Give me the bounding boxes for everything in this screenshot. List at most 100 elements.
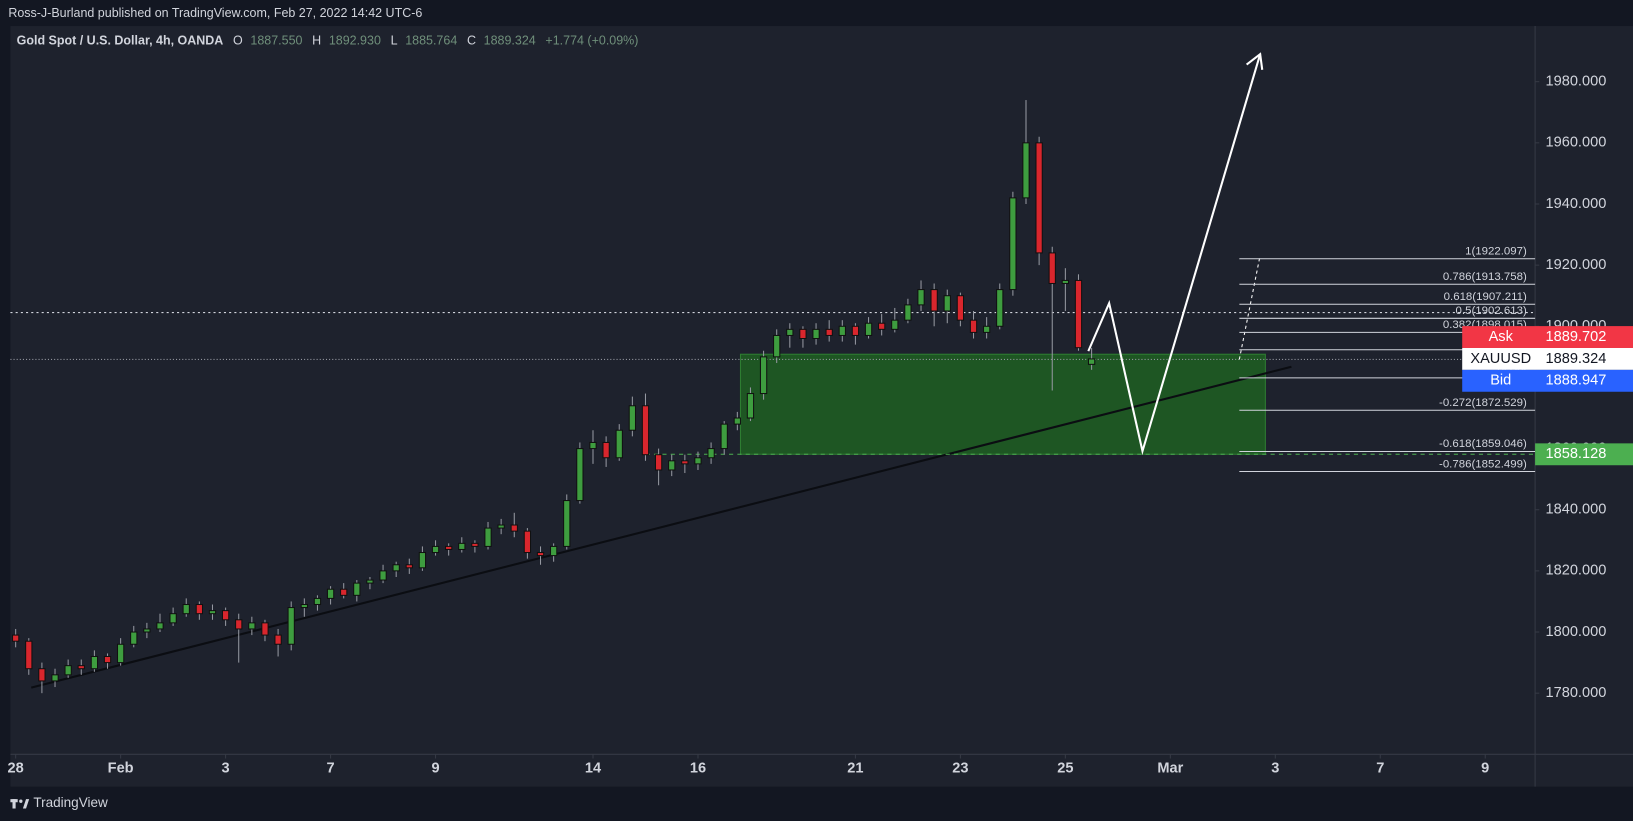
x-tick-label: 3 <box>222 761 230 777</box>
candle-body <box>379 570 387 581</box>
candle-body <box>878 322 886 330</box>
candle-body <box>1074 279 1083 349</box>
candle-body <box>917 289 925 306</box>
candle-body <box>1035 142 1043 254</box>
candle-body <box>326 588 335 599</box>
candle-body <box>418 552 427 569</box>
ask-box <box>1462 326 1633 348</box>
candle-body <box>759 356 768 395</box>
x-tick-label: Mar <box>1157 761 1183 777</box>
candle-body <box>208 610 217 615</box>
fib-label: 0.618(1907.211) <box>1444 291 1527 303</box>
footer-brand: TradingView <box>33 795 108 810</box>
candle-body <box>720 423 728 450</box>
candle-body <box>996 289 1004 327</box>
candle-body <box>25 640 33 670</box>
l-value: 1885.764 <box>405 34 457 48</box>
candle-body <box>353 582 361 596</box>
y-tick-label: 1780.000 <box>1546 685 1607 701</box>
candle-body <box>235 619 243 630</box>
candle-body <box>445 545 453 550</box>
candle-body <box>1061 279 1070 285</box>
fib-label: 1(1922.097) <box>1465 245 1527 257</box>
candle-body <box>956 295 965 321</box>
logo-dot <box>19 799 23 803</box>
x-tick-label: 3 <box>1271 761 1279 777</box>
symbol-label: XAUUSD <box>1470 351 1531 367</box>
candle-body <box>1087 358 1096 365</box>
x-tick-label: 9 <box>1481 761 1489 777</box>
candle-body <box>904 304 912 321</box>
logo-stem <box>12 799 16 809</box>
candle-body <box>549 545 558 557</box>
candle-body <box>864 322 873 336</box>
symbol-box <box>1462 347 1633 370</box>
candle-body <box>64 665 72 676</box>
candle-body <box>130 631 138 645</box>
candle-body <box>786 328 794 336</box>
candle-body <box>773 334 781 358</box>
c-value: 1889.324 <box>484 34 536 48</box>
demand-zone <box>739 353 1266 455</box>
candle-body <box>195 603 204 615</box>
candle-body <box>248 622 256 630</box>
x-tick-label: 14 <box>585 761 602 777</box>
l-label: L <box>391 34 398 48</box>
o-value: 1887.550 <box>250 34 302 48</box>
symbol-title: Gold Spot / U.S. Dollar, 4h, OANDA <box>17 34 224 48</box>
candle-body <box>943 295 951 312</box>
y-tick-label: 1920.000 <box>1546 257 1607 273</box>
candle-body <box>12 634 20 642</box>
level-price: 1858.128 <box>1546 446 1607 462</box>
candle-body <box>340 588 348 596</box>
x-tick-label: 7 <box>327 761 335 777</box>
candle-body <box>274 634 282 645</box>
candle-body <box>143 628 151 633</box>
candle-body <box>523 530 532 554</box>
ask-label: Ask <box>1489 329 1514 345</box>
x-tick-label: 21 <box>847 761 863 777</box>
candle-body <box>156 622 164 630</box>
fib-label: 0.5(1902.613) <box>1456 305 1527 317</box>
candle-body <box>628 405 637 431</box>
candle-body <box>1009 197 1017 291</box>
candle-body <box>103 655 112 664</box>
x-tick-label: 23 <box>952 761 968 777</box>
candle-body <box>38 668 46 682</box>
candle-body <box>366 579 374 584</box>
candle-body <box>851 325 860 336</box>
y-tick-label: 1980.000 <box>1546 74 1607 90</box>
candle-body <box>641 405 650 456</box>
candle-body <box>838 325 846 336</box>
candle-body <box>484 527 492 547</box>
fib-label: 0.786(1913.758) <box>1443 271 1527 283</box>
logo-slash <box>22 799 30 809</box>
candle-body <box>746 393 755 419</box>
candle-body <box>812 328 820 340</box>
legend: Gold Spot / U.S. Dollar, 4h, OANDA O 188… <box>17 34 639 48</box>
change: +1.774 (+0.09%) <box>545 34 638 48</box>
fib-label: -0.272(1872.529) <box>1439 397 1527 409</box>
candle-body <box>300 603 308 609</box>
candle-body <box>694 457 702 465</box>
candle-body <box>261 622 269 636</box>
candle-body <box>431 545 440 554</box>
candle-body <box>77 665 85 670</box>
candle-body <box>825 328 833 336</box>
fib-trend <box>1238 255 1261 360</box>
candle-body <box>707 448 715 459</box>
candle-body <box>576 448 584 502</box>
candle-body <box>602 441 610 459</box>
footer-logo <box>10 799 30 809</box>
candle-body <box>90 655 99 670</box>
candle-body <box>589 441 597 450</box>
candle-body <box>182 603 190 615</box>
bid-box <box>1462 369 1633 392</box>
bid-label: Bid <box>1490 373 1511 389</box>
candle-body <box>497 524 505 529</box>
candle-body <box>392 564 400 572</box>
candle-body <box>116 643 125 664</box>
fib-label: -0.786(1852.499) <box>1439 458 1527 470</box>
fib-label: -0.618(1859.046) <box>1439 438 1527 450</box>
